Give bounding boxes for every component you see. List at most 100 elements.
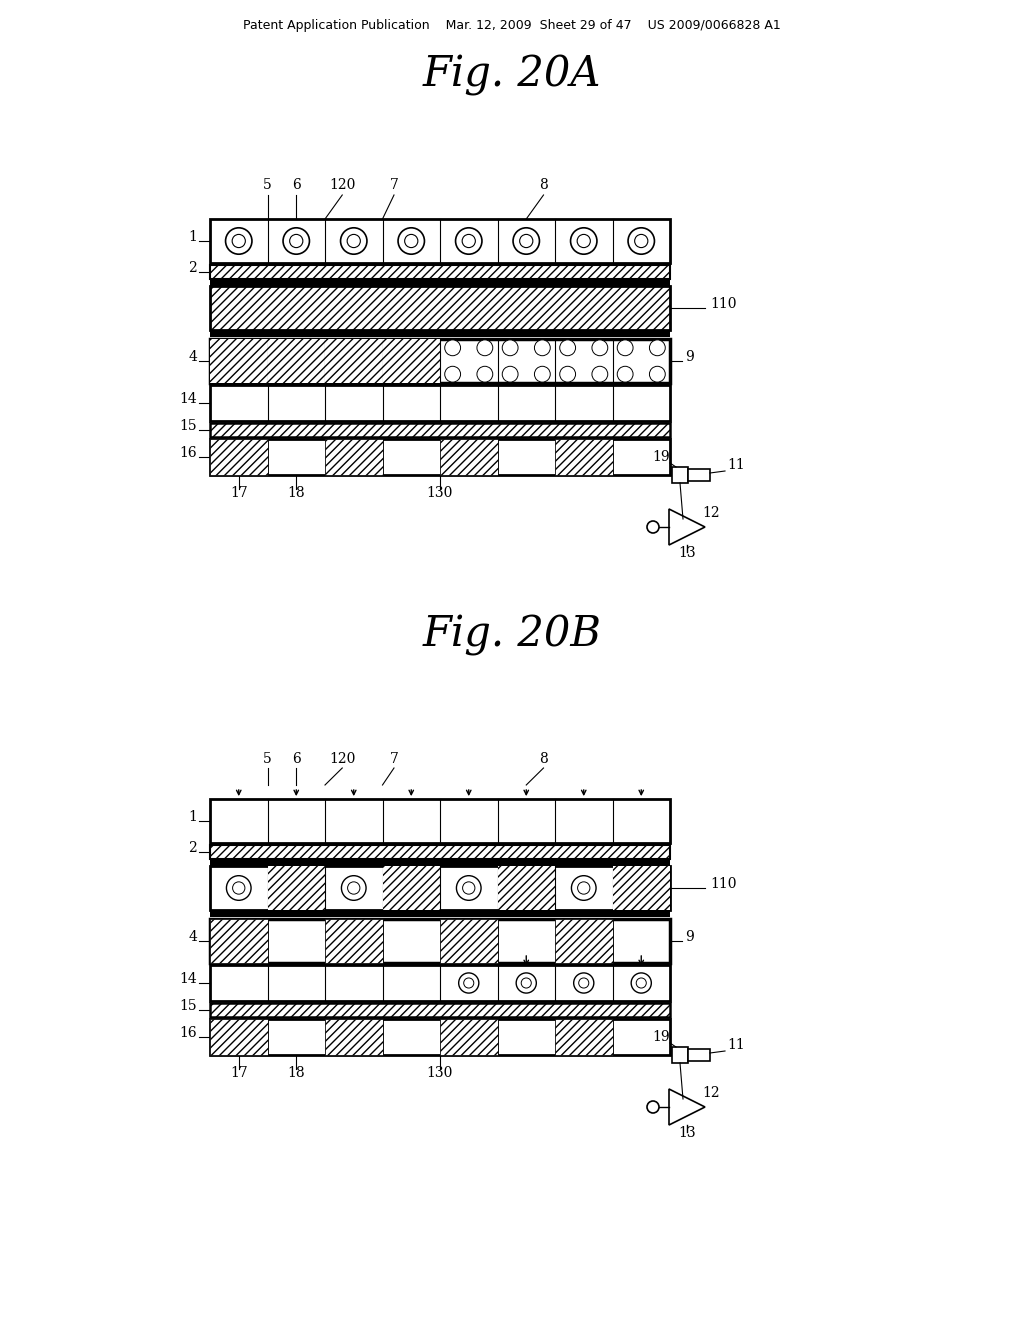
Text: 2: 2 (188, 261, 197, 275)
Circle shape (570, 228, 597, 255)
Text: 17: 17 (229, 1067, 248, 1080)
Circle shape (232, 235, 246, 248)
Text: 1: 1 (188, 810, 197, 824)
Text: 9: 9 (685, 931, 693, 944)
Circle shape (341, 875, 366, 900)
Circle shape (535, 366, 550, 381)
Bar (210, 799, 670, 843)
Bar (672, 467, 688, 483)
Circle shape (649, 366, 666, 381)
Bar (210, 919, 670, 964)
Circle shape (628, 228, 654, 255)
Bar (688, 1049, 710, 1061)
Circle shape (462, 235, 475, 248)
Text: 8: 8 (539, 178, 548, 191)
Circle shape (592, 339, 608, 355)
Bar (325, 440, 383, 475)
Circle shape (513, 228, 540, 255)
Bar (210, 1019, 670, 1055)
Text: 13: 13 (678, 546, 696, 560)
Text: 7: 7 (389, 752, 398, 766)
Circle shape (456, 228, 482, 255)
Bar (210, 339, 670, 383)
Bar (210, 1003, 670, 1016)
Bar (555, 919, 612, 964)
Text: 15: 15 (179, 418, 197, 433)
Text: 16: 16 (179, 446, 197, 459)
Text: 110: 110 (710, 297, 736, 312)
Circle shape (560, 339, 575, 355)
Bar (210, 331, 670, 337)
Bar (672, 1047, 688, 1063)
Bar (688, 469, 710, 480)
Text: 130: 130 (427, 486, 454, 500)
Text: Fig. 20B: Fig. 20B (423, 614, 601, 656)
Bar (210, 861, 670, 866)
Text: 16: 16 (179, 1026, 197, 1040)
Text: 17: 17 (229, 486, 248, 500)
Circle shape (464, 978, 474, 989)
Circle shape (347, 235, 360, 248)
Circle shape (579, 978, 589, 989)
Circle shape (283, 228, 309, 255)
Circle shape (477, 339, 493, 355)
Bar (210, 219, 670, 263)
Circle shape (347, 882, 359, 894)
Text: 11: 11 (727, 1038, 744, 1052)
Text: 120: 120 (329, 752, 355, 766)
Text: 120: 120 (329, 178, 355, 191)
Text: 15: 15 (179, 999, 197, 1012)
Bar (210, 422, 670, 437)
Text: 13: 13 (678, 1126, 696, 1140)
Circle shape (617, 366, 633, 381)
Circle shape (578, 235, 591, 248)
Text: 19: 19 (652, 1030, 670, 1044)
Circle shape (635, 235, 648, 248)
Bar (210, 339, 267, 383)
Circle shape (225, 228, 252, 255)
Bar (210, 440, 267, 475)
Bar (210, 1019, 267, 1055)
Circle shape (477, 366, 493, 381)
Text: 12: 12 (702, 1086, 720, 1100)
Circle shape (647, 521, 659, 533)
Bar (440, 1019, 498, 1055)
Bar (210, 286, 670, 330)
Circle shape (571, 875, 596, 900)
Circle shape (444, 366, 461, 381)
Circle shape (463, 882, 475, 894)
Circle shape (457, 875, 481, 900)
Text: 19: 19 (652, 450, 670, 465)
Bar (440, 919, 498, 964)
Circle shape (647, 1101, 659, 1113)
Text: Fig. 20A: Fig. 20A (423, 54, 601, 96)
Circle shape (404, 235, 418, 248)
Circle shape (573, 973, 594, 993)
Bar (555, 440, 612, 475)
Text: 6: 6 (292, 752, 301, 766)
Circle shape (290, 235, 303, 248)
Circle shape (578, 882, 590, 894)
Text: 18: 18 (288, 486, 305, 500)
Bar (325, 339, 383, 383)
Circle shape (521, 978, 531, 989)
Bar (383, 866, 440, 909)
Text: 8: 8 (539, 752, 548, 766)
Bar (210, 965, 670, 1001)
Bar (612, 866, 670, 909)
Bar (210, 280, 670, 286)
Bar (210, 845, 670, 859)
Text: 18: 18 (288, 1067, 305, 1080)
Circle shape (636, 978, 646, 989)
Circle shape (560, 366, 575, 381)
Bar (267, 339, 325, 383)
Circle shape (444, 339, 461, 355)
Bar (267, 866, 325, 909)
Text: 2: 2 (188, 841, 197, 855)
Text: 14: 14 (179, 392, 197, 407)
Circle shape (535, 339, 550, 355)
Text: 1: 1 (188, 230, 197, 244)
Bar (210, 911, 670, 917)
Text: Patent Application Publication    Mar. 12, 2009  Sheet 29 of 47    US 2009/00668: Patent Application Publication Mar. 12, … (243, 18, 781, 32)
Circle shape (519, 235, 532, 248)
